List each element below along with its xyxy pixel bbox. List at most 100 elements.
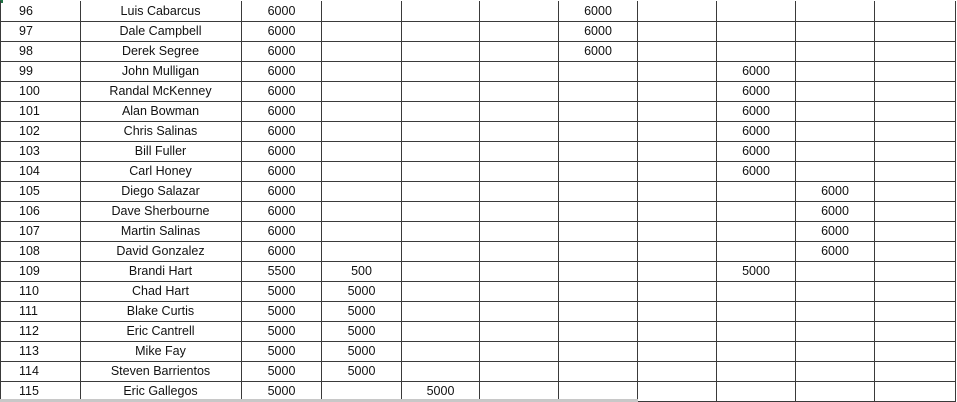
name-cell[interactable]: David Gonzalez: [80, 241, 242, 262]
amount-cell[interactable]: 6000: [242, 81, 322, 102]
amount-cell[interactable]: 6000: [796, 241, 875, 262]
amount-cell[interactable]: 6000: [559, 21, 638, 42]
amount-cell[interactable]: [796, 321, 875, 342]
amount-cell[interactable]: 5000: [242, 321, 322, 342]
amount-cell[interactable]: [796, 81, 875, 102]
amount-cell[interactable]: [638, 321, 717, 342]
amount-cell[interactable]: [638, 221, 717, 242]
amount-cell[interactable]: [480, 241, 559, 262]
amount-cell[interactable]: [322, 121, 402, 142]
amount-cell[interactable]: 6000: [242, 61, 322, 82]
amount-cell[interactable]: [402, 181, 480, 202]
amount-cell[interactable]: [480, 361, 559, 382]
amount-cell[interactable]: [480, 41, 559, 62]
amount-cell[interactable]: [402, 61, 480, 82]
amount-cell[interactable]: [480, 141, 559, 162]
amount-cell[interactable]: [480, 221, 559, 242]
amount-cell[interactable]: [717, 201, 796, 222]
amount-cell[interactable]: [402, 21, 480, 42]
amount-cell[interactable]: [402, 1, 480, 22]
amount-cell[interactable]: [875, 321, 956, 342]
name-cell[interactable]: Brandi Hart: [80, 261, 242, 282]
amount-cell[interactable]: 5000: [322, 301, 402, 322]
amount-cell[interactable]: [638, 361, 717, 382]
amount-cell[interactable]: [875, 81, 956, 102]
amount-cell[interactable]: [559, 201, 638, 222]
amount-cell[interactable]: [480, 21, 559, 42]
amount-cell[interactable]: [480, 281, 559, 302]
name-cell[interactable]: Steven Barrientos: [80, 361, 242, 382]
amount-cell[interactable]: [717, 241, 796, 262]
amount-cell[interactable]: [875, 61, 956, 82]
row-number-cell[interactable]: 104: [0, 161, 81, 182]
amount-cell[interactable]: 6000: [242, 41, 322, 62]
amount-cell[interactable]: [638, 281, 717, 302]
amount-cell[interactable]: [875, 381, 956, 402]
amount-cell[interactable]: [402, 161, 480, 182]
amount-cell[interactable]: [322, 161, 402, 182]
name-cell[interactable]: Chad Hart: [80, 281, 242, 302]
row-number-cell[interactable]: 114: [0, 361, 81, 382]
amount-cell[interactable]: [322, 181, 402, 202]
amount-cell[interactable]: [559, 221, 638, 242]
amount-cell[interactable]: [402, 261, 480, 282]
amount-cell[interactable]: [796, 101, 875, 122]
amount-cell[interactable]: [480, 341, 559, 362]
row-number-cell[interactable]: 107: [0, 221, 81, 242]
amount-cell[interactable]: [559, 341, 638, 362]
amount-cell[interactable]: [559, 121, 638, 142]
amount-cell[interactable]: [559, 161, 638, 182]
row-number-cell[interactable]: 103: [0, 141, 81, 162]
amount-cell[interactable]: [480, 101, 559, 122]
amount-cell[interactable]: [875, 261, 956, 282]
row-number-cell[interactable]: 108: [0, 241, 81, 262]
amount-cell[interactable]: [480, 61, 559, 82]
amount-cell[interactable]: [638, 161, 717, 182]
amount-cell[interactable]: [402, 221, 480, 242]
amount-cell[interactable]: [559, 241, 638, 262]
row-number-cell[interactable]: 98: [0, 41, 81, 62]
amount-cell[interactable]: [717, 321, 796, 342]
amount-cell[interactable]: [638, 81, 717, 102]
name-cell[interactable]: John Mulligan: [80, 61, 242, 82]
row-number-cell[interactable]: 99: [0, 61, 81, 82]
amount-cell[interactable]: [638, 381, 717, 402]
amount-cell[interactable]: [638, 181, 717, 202]
amount-cell[interactable]: [796, 341, 875, 362]
name-cell[interactable]: Eric Cantrell: [80, 321, 242, 342]
amount-cell[interactable]: [402, 361, 480, 382]
amount-cell[interactable]: [717, 301, 796, 322]
name-cell[interactable]: Derek Segree: [80, 41, 242, 62]
amount-cell[interactable]: [559, 361, 638, 382]
amount-cell[interactable]: [322, 101, 402, 122]
amount-cell[interactable]: [717, 1, 796, 22]
amount-cell[interactable]: [480, 1, 559, 22]
amount-cell[interactable]: 6000: [717, 61, 796, 82]
amount-cell[interactable]: [559, 101, 638, 122]
amount-cell[interactable]: [875, 341, 956, 362]
amount-cell[interactable]: [638, 201, 717, 222]
amount-cell[interactable]: [875, 161, 956, 182]
amount-cell[interactable]: [402, 301, 480, 322]
amount-cell[interactable]: [402, 241, 480, 262]
amount-cell[interactable]: 6000: [717, 101, 796, 122]
amount-cell[interactable]: [480, 121, 559, 142]
amount-cell[interactable]: [638, 61, 717, 82]
amount-cell[interactable]: 6000: [242, 221, 322, 242]
amount-cell[interactable]: [875, 21, 956, 42]
amount-cell[interactable]: 6000: [796, 181, 875, 202]
amount-cell[interactable]: [796, 1, 875, 22]
row-number-cell[interactable]: 106: [0, 201, 81, 222]
amount-cell[interactable]: 6000: [717, 81, 796, 102]
amount-cell[interactable]: [796, 261, 875, 282]
amount-cell[interactable]: [480, 261, 559, 282]
amount-cell[interactable]: [322, 81, 402, 102]
amount-cell[interactable]: 5000: [242, 301, 322, 322]
name-cell[interactable]: Blake Curtis: [80, 301, 242, 322]
amount-cell[interactable]: 6000: [242, 181, 322, 202]
row-number-cell[interactable]: 111: [0, 301, 81, 322]
name-cell[interactable]: Randal McKenney: [80, 81, 242, 102]
name-cell[interactable]: Alan Bowman: [80, 101, 242, 122]
amount-cell[interactable]: [402, 321, 480, 342]
amount-cell[interactable]: [796, 121, 875, 142]
